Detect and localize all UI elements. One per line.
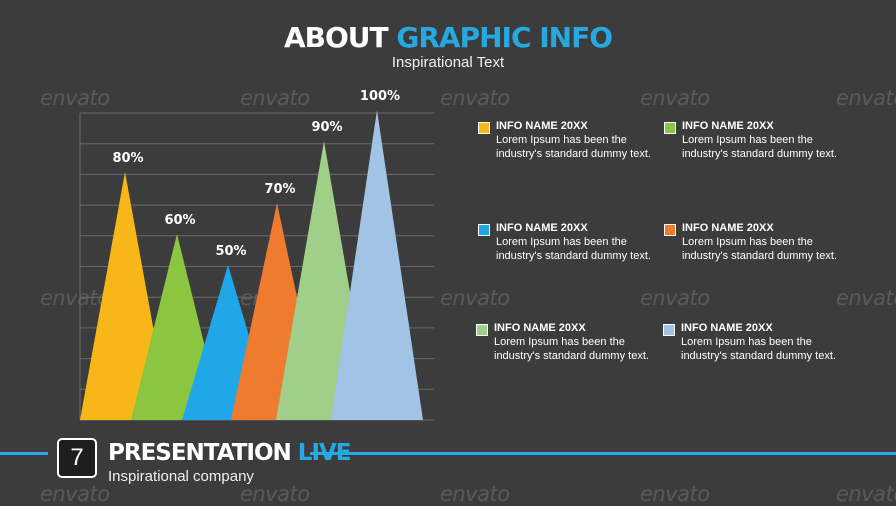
chart-data-labels: 80% 60% 50% 70% 90% 100% (112, 89, 400, 259)
watermark: envato (40, 86, 110, 110)
chart-data-label-3: 50% (215, 244, 246, 259)
watermark: envato (640, 286, 710, 310)
legend-item-description: Lorem Ipsum has been the industry's stan… (682, 134, 837, 160)
legend-swatch (663, 324, 675, 336)
footer-brand-part-accent: LIVE (297, 440, 352, 466)
watermark: envato (440, 482, 510, 506)
legend-item-name: INFO NAME 20XX (494, 322, 586, 334)
chart-data-label-4: 70% (264, 182, 295, 197)
legend-swatch (664, 224, 676, 236)
footer-accent-line-right (310, 452, 896, 455)
legend-item-description: Lorem Ipsum has been the industry's stan… (496, 236, 651, 262)
page-title: ABOUT GRAPHIC INFO (0, 20, 896, 56)
legend-item-description: Lorem Ipsum has been the industry's stan… (682, 236, 837, 262)
legend-swatch (664, 122, 676, 134)
legend-swatch (478, 224, 490, 236)
legend-swatch (478, 122, 490, 134)
chart-data-label-2: 60% (164, 213, 195, 228)
chart-bars (80, 110, 423, 420)
watermark: envato (240, 482, 310, 506)
chart-bar-6 (331, 110, 423, 420)
legend-item-description: Lorem Ipsum has been the industry's stan… (496, 134, 651, 160)
legend-item-name: INFO NAME 20XX (496, 120, 588, 132)
watermark: envato (440, 86, 510, 110)
title-part-accent: GRAPHIC INFO (396, 21, 613, 54)
watermark: envato (640, 482, 710, 506)
watermark: envato (40, 482, 110, 506)
watermark: envato (836, 286, 896, 310)
legend-item-name: INFO NAME 20XX (682, 222, 774, 234)
footer-brand-part-white: PRESENTATION (108, 440, 292, 466)
legend-item-description: Lorem Ipsum has been the industry's stan… (494, 336, 649, 362)
footer-brand: PRESENTATION LIVE (108, 438, 352, 468)
chart-data-label-6: 100% (360, 89, 400, 104)
page-number-badge: 7 (57, 438, 97, 478)
footer-accent-line-left (0, 452, 48, 455)
legend-item-name: INFO NAME 20XX (496, 222, 588, 234)
chart-data-label-5: 90% (311, 120, 342, 135)
page-subtitle: Inspirational Text (391, 54, 505, 71)
watermark: envato (640, 86, 710, 110)
watermark: envato (836, 86, 896, 110)
watermark: envato (836, 482, 896, 506)
watermark: envato (40, 286, 110, 310)
watermark: envato (440, 286, 510, 310)
watermark: envato (240, 86, 310, 110)
legend-swatch (476, 324, 488, 336)
chart-data-label-1: 80% (112, 151, 143, 166)
footer-company-name: Inspirational company (108, 468, 254, 485)
title-part-white: ABOUT (283, 21, 389, 54)
legend-item-description: Lorem Ipsum has been the industry's stan… (681, 336, 836, 362)
legend-item-name: INFO NAME 20XX (681, 322, 773, 334)
legend-item-name: INFO NAME 20XX (682, 120, 774, 132)
